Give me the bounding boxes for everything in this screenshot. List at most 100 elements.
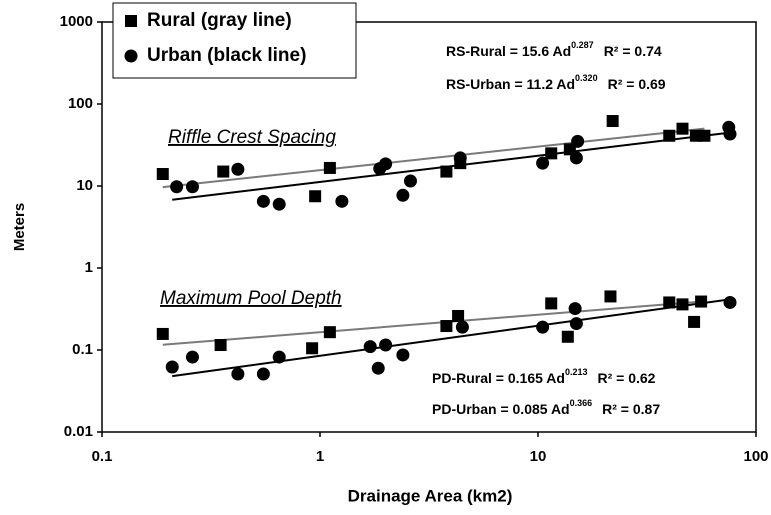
equation-part: Ad [552,43,571,59]
point [545,147,558,160]
point [723,127,737,141]
point [695,295,708,308]
point [256,367,270,381]
equation-part: PD-Urban = [432,401,509,417]
point [606,115,619,128]
legend-box [112,2,357,79]
equation-part: Ad [551,401,570,417]
equation-part: 15.6 [522,43,549,59]
point [440,165,453,178]
trend-line [172,298,731,378]
point [379,157,393,171]
equation: PD-Rural = 0.165 Ad0.213 R² = 0.62 [432,367,656,385]
point [663,296,676,309]
equation-part: 0.213 [565,367,588,377]
y-tick-label: 1000 [60,13,93,30]
point [306,342,319,355]
point [403,174,417,188]
equation-part: R² = [608,76,635,92]
point [452,309,465,322]
point [323,161,336,174]
point [309,190,322,203]
point [156,327,169,340]
equation: PD-Urban = 0.085 Ad0.366 R² = 0.87 [432,398,660,416]
legend-label: Rural (gray line) [147,10,292,31]
equation-part: 0.366 [570,398,593,408]
point [698,129,711,142]
point [371,361,385,375]
y-axis-label: Meters [11,203,28,251]
equation-part: 0.320 [575,73,598,83]
point [569,151,583,165]
equation: RS-Rural = 15.6 Ad0.287 R² = 0.74 [446,40,662,58]
annotation: Riffle Crest Spacing [168,127,336,148]
equation: RS-Urban = 11.2 Ad0.320 R² = 0.69 [446,73,666,91]
point [125,15,137,27]
point [571,134,585,148]
point [256,194,270,208]
point [272,197,286,211]
plot-frame [101,21,757,433]
equation-part: R² = [604,43,631,59]
equation-part: 0.87 [633,401,660,417]
point [676,122,689,135]
x-axis-label: Drainage Area (km2) [348,486,513,505]
point [676,298,689,311]
point [561,330,574,343]
point [604,290,617,303]
point [185,180,199,194]
point [536,156,550,170]
equation-part: 11.2 [527,76,554,92]
point [455,320,469,334]
point [363,340,377,354]
equation-part: RS-Urban = [446,76,523,92]
equation-part: RS-Rural = [446,43,518,59]
point [185,350,199,364]
point [536,320,550,334]
point [231,162,245,176]
x-tick-label: 100 [743,448,768,465]
equation-part: R² = [597,370,624,386]
y-tick-label: 10 [76,177,93,194]
point [165,360,179,374]
annotation: Maximum Pool Depth [160,288,342,309]
y-tick-label: 1 [85,259,93,276]
equation-part: PD-Rural = [432,370,504,386]
x-tick-label: 1 [316,448,324,465]
trend-line [162,300,705,346]
equation-part: 0.69 [638,76,665,92]
point [335,194,349,208]
point [272,350,286,364]
trend-line [162,127,705,189]
y-tick-label: 0.1 [72,341,93,358]
point [214,339,227,352]
equation-part: 0.74 [634,43,661,59]
y-tick-label: 0.01 [64,423,93,440]
point [231,367,245,381]
x-tick-label: 10 [530,448,547,465]
equation-part: R² = [602,401,629,417]
point [217,165,230,178]
x-tick-label: 0.1 [92,448,113,465]
point [396,348,410,362]
point [723,295,737,309]
point [569,317,583,331]
point [156,168,169,181]
equation-part: 0.287 [571,40,594,50]
equation-part: 0.165 [508,370,543,386]
point [379,338,393,352]
point [453,151,467,165]
point [396,188,410,202]
point [688,315,701,328]
point [563,143,576,156]
equation-part: Ad [546,370,565,386]
point [568,302,582,316]
point [170,180,184,194]
equation-part: 0.62 [628,370,655,386]
equation-part: 0.085 [513,401,548,417]
point [323,326,336,339]
point [124,49,138,63]
equation-part: Ad [556,76,575,92]
point [663,129,676,142]
